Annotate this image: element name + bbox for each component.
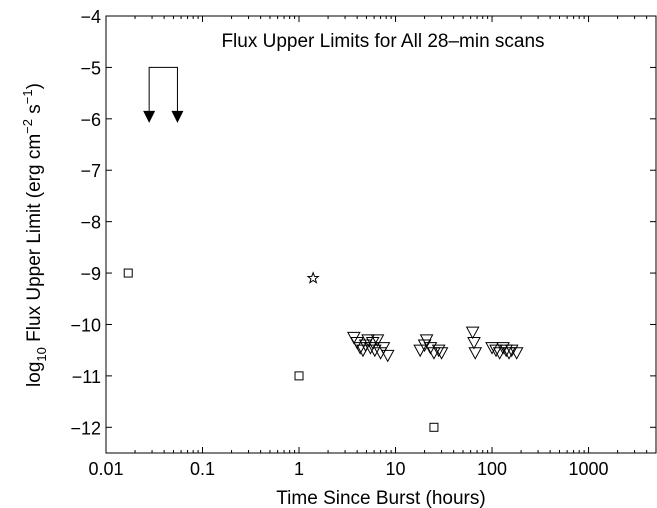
triangle-down-marker xyxy=(489,344,503,358)
x-axis-label: Time Since Burst (hours) xyxy=(276,488,485,508)
y-tick-label: −11 xyxy=(72,367,101,387)
star-marker xyxy=(306,271,320,284)
y-label-mid: s xyxy=(24,104,45,119)
x-tick-label: 0.01 xyxy=(88,459,123,479)
plot-frame xyxy=(105,15,657,454)
triangle-down-marker xyxy=(504,344,519,358)
y-tick-label: −12 xyxy=(70,418,101,438)
triangle-down-marker xyxy=(353,342,367,355)
square-marker xyxy=(429,422,439,432)
triangle-down-marker xyxy=(417,339,432,353)
y-label-exp2: −1 xyxy=(20,89,35,104)
x-tick-label: 0.1 xyxy=(190,459,215,479)
y-label-close: ) xyxy=(24,83,45,89)
y-label-log-sub: 10 xyxy=(34,347,49,361)
y-tick-label: −9 xyxy=(80,264,101,284)
square-marker xyxy=(123,268,133,278)
y-tick-label: −4 xyxy=(80,7,101,27)
triangle-down-marker xyxy=(434,347,449,360)
data-marks xyxy=(123,268,524,432)
triangle-down-marker xyxy=(431,344,446,358)
x-tick-label: 10 xyxy=(386,459,406,479)
y-tick-label: −10 xyxy=(70,315,101,335)
y-tick-label: −5 xyxy=(80,58,101,78)
triangle-down-marker xyxy=(413,344,428,358)
y-label-log: log xyxy=(24,362,45,387)
bracket-annotation xyxy=(143,66,184,123)
y-axis-label: log10 Flux Upper Limit (erg cm−2 s−1) xyxy=(20,83,49,387)
triangle-down-marker xyxy=(502,347,516,360)
y-tick-label: −6 xyxy=(80,110,101,130)
chart-title: Flux Upper Limits for All 28–min scans xyxy=(221,31,544,52)
triangle-down-marker xyxy=(367,344,382,358)
axis-ticks: 0.01 0.1 1 10 100 1000 −4 −5 −6 −7 −8 −9 −10 −11 −12 xyxy=(70,7,656,479)
triangle-down-marker xyxy=(467,336,481,350)
down-arrow-head xyxy=(143,110,156,123)
triangle-down-marker xyxy=(468,347,483,360)
x-tick-label: 100 xyxy=(477,459,507,479)
y-label-main: Flux Upper Limit (erg cm xyxy=(24,134,45,347)
triangle-down-marker xyxy=(380,349,395,363)
x-tick-label: 1 xyxy=(294,459,304,479)
triangle-down-marker xyxy=(419,334,434,347)
y-label-exp1: −2 xyxy=(20,119,35,134)
triangle-down-marker xyxy=(509,347,524,360)
down-arrow-head xyxy=(171,110,184,123)
square-marker xyxy=(294,371,304,381)
y-tick-label: −8 xyxy=(80,213,101,233)
bracket-line xyxy=(148,66,178,113)
x-tick-label: 1000 xyxy=(569,459,609,479)
triangle-down-marker xyxy=(363,342,378,355)
triangle-down-marker xyxy=(361,334,375,347)
triangle-down-marker xyxy=(376,342,391,355)
triangle-down-marker xyxy=(465,326,480,340)
y-tick-label: −7 xyxy=(80,161,101,181)
triangle-down-marker xyxy=(370,334,385,347)
